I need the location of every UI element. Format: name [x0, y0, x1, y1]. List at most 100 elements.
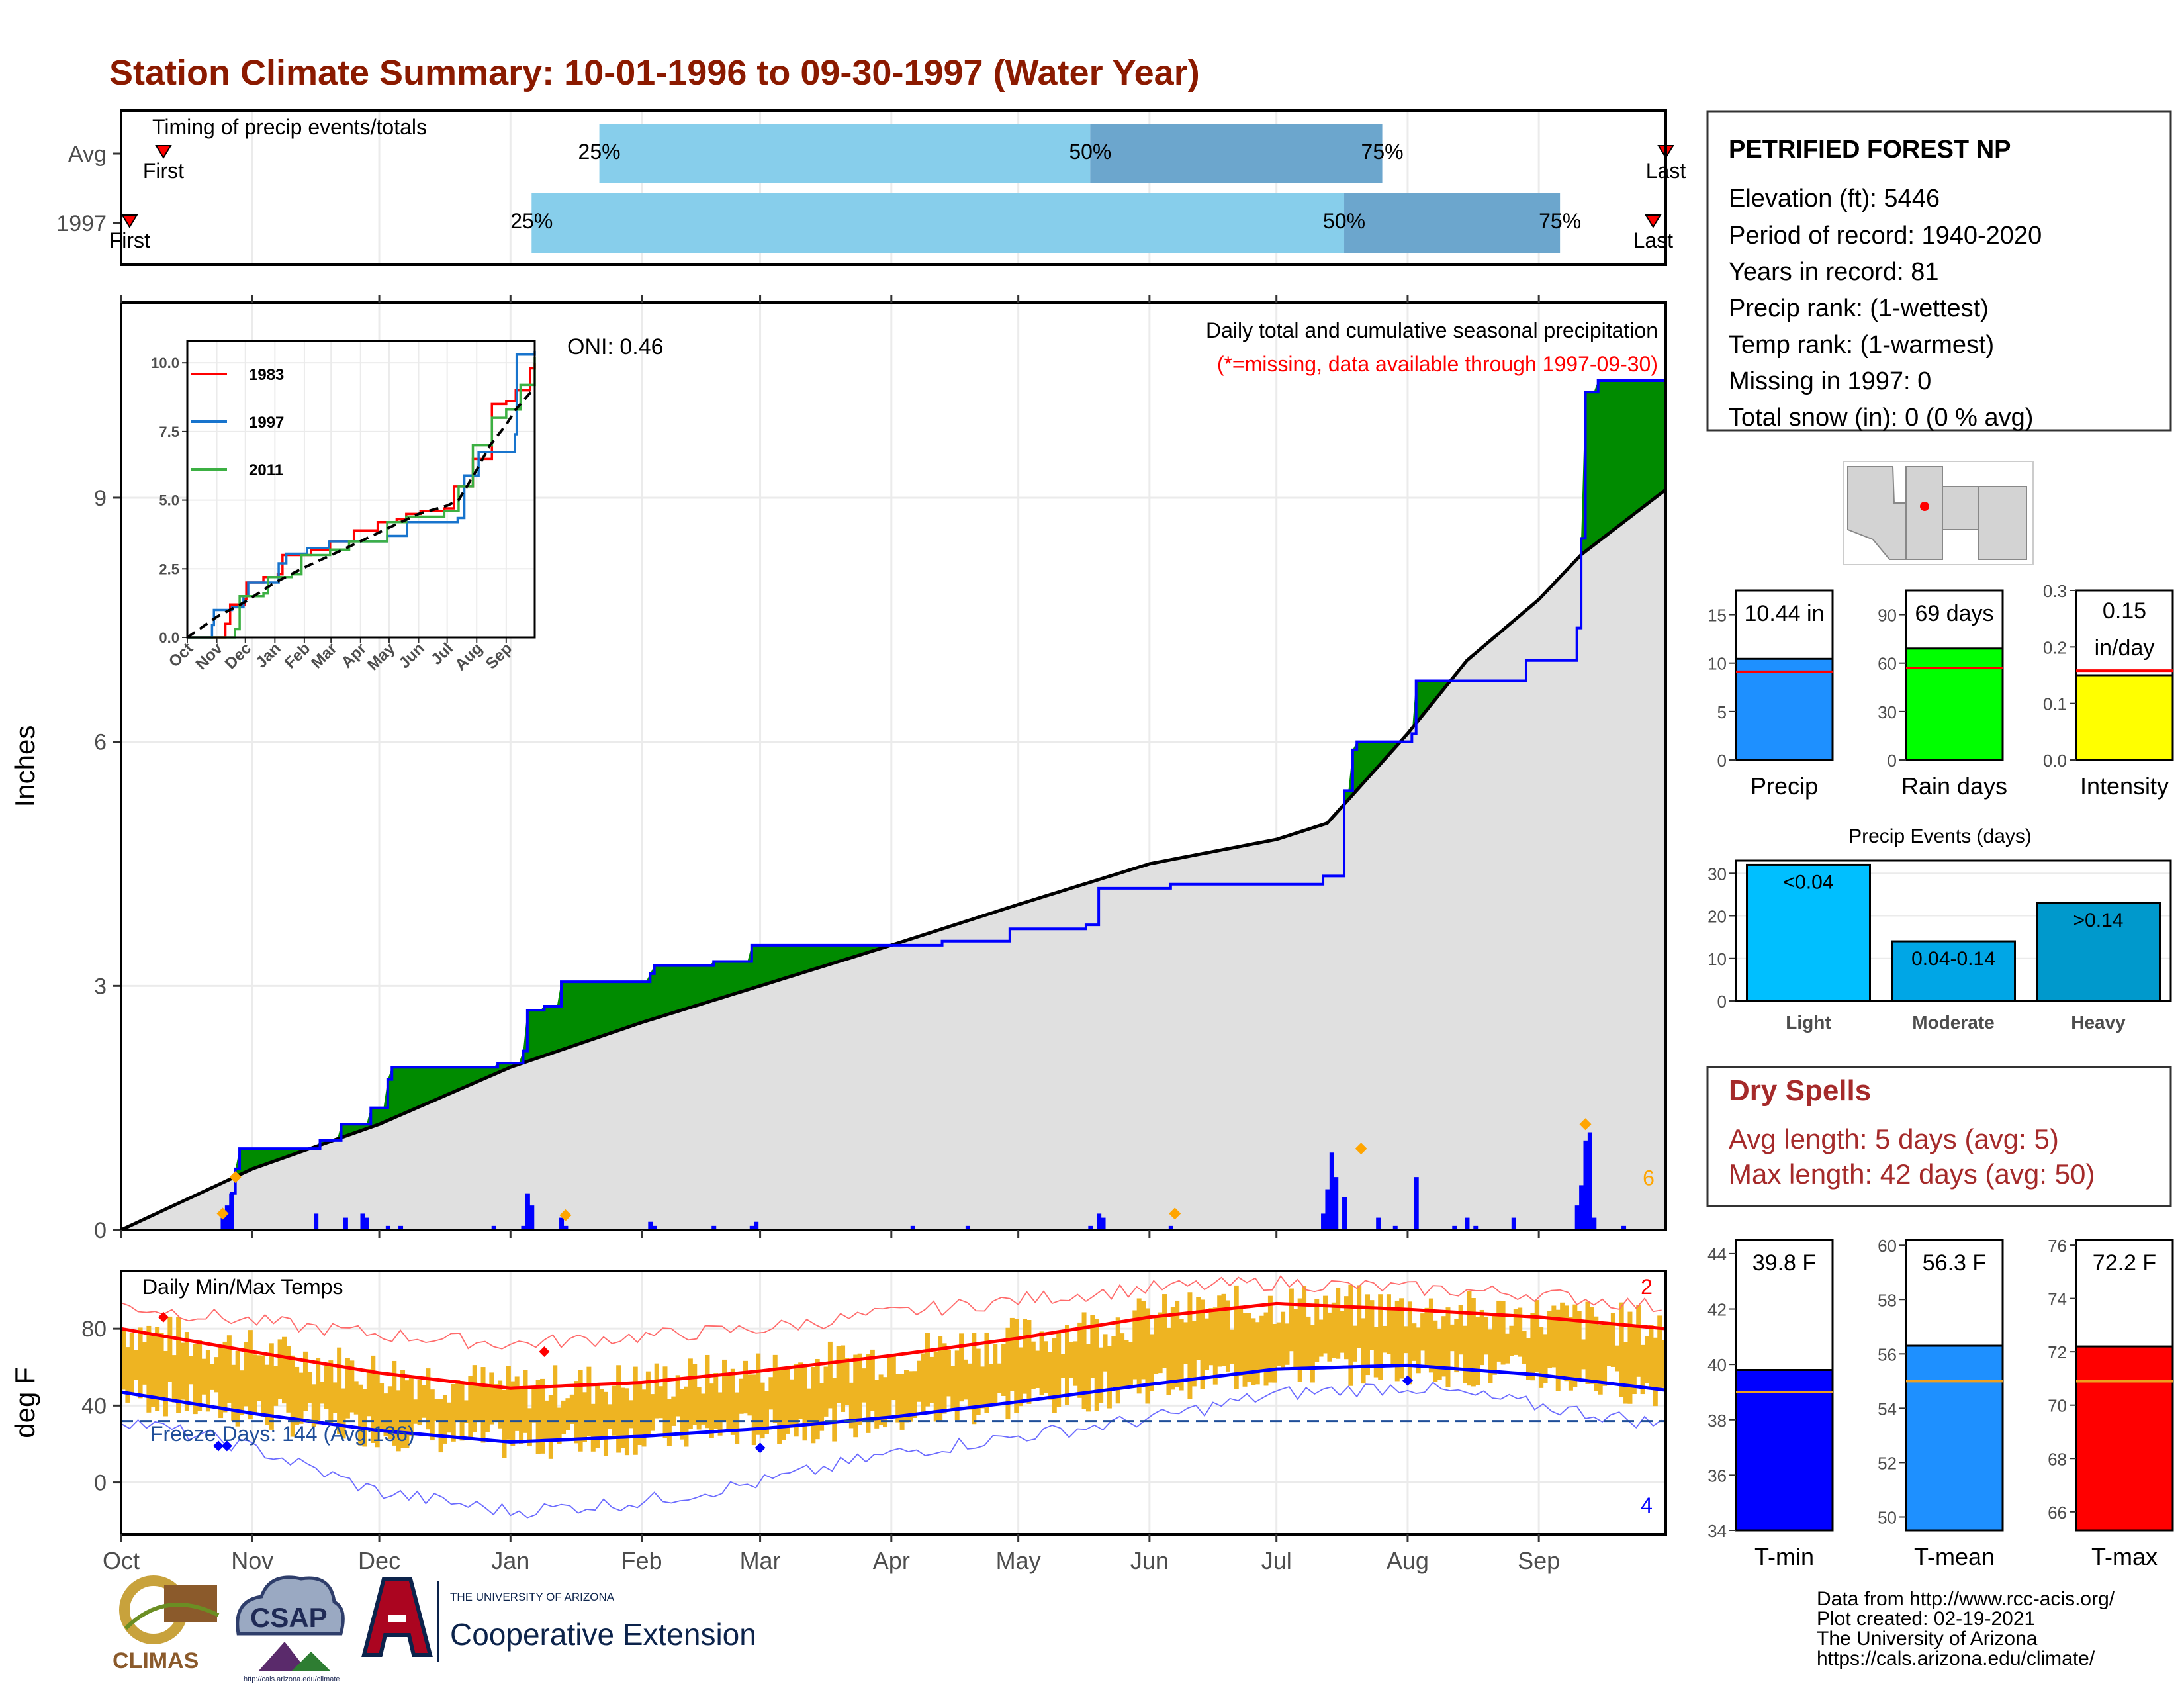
daily-temp-range-bar — [1378, 1294, 1383, 1380]
daily-temp-range-bar — [1009, 1317, 1015, 1391]
locator-map — [1843, 461, 2034, 565]
daily-temp-range-bar — [811, 1366, 816, 1444]
daily-temp-range-bar — [972, 1333, 977, 1425]
daily-temp-range-bar — [320, 1382, 325, 1404]
daily-precip-bar — [1321, 1213, 1326, 1230]
daily-temp-range-bar — [218, 1347, 224, 1419]
daily-temp-range-bar — [205, 1350, 210, 1412]
daily-temp-range-bar — [1141, 1301, 1146, 1380]
summary-category-label: T-min — [1754, 1543, 1814, 1570]
daily-temp-range-bar — [726, 1373, 731, 1430]
daily-temp-range-bar — [1340, 1311, 1345, 1353]
daily-temp-range-bar — [1445, 1307, 1451, 1387]
station-name: PETRIFIED FOREST NP — [1729, 136, 2011, 164]
summary-value-label: in/day — [2095, 635, 2155, 661]
daily-temp-range-bar — [345, 1358, 350, 1419]
daily-precip-bar — [229, 1193, 234, 1230]
daily-temp-range-bar — [806, 1388, 811, 1425]
daily-temp-range-bar — [493, 1384, 498, 1422]
daily-temp-range-bar — [1124, 1340, 1129, 1388]
daily-temp-range-bar — [739, 1378, 744, 1414]
daily-precip-bar — [749, 1225, 754, 1230]
daily-temp-range-bar — [853, 1354, 858, 1438]
month-label: Feb — [621, 1547, 662, 1574]
daily-temp-range-bar — [1085, 1344, 1091, 1412]
month-label: Sep — [1518, 1547, 1560, 1574]
daily-temp-range-bar — [1145, 1308, 1150, 1404]
month-label: Oct — [103, 1547, 140, 1574]
temp-y-axis-label: deg F — [9, 1367, 40, 1438]
daily-temp-range-bar — [1649, 1325, 1654, 1389]
precip-y-tick-label: 9 — [94, 486, 107, 511]
daily-temp-range-bar — [1631, 1327, 1637, 1394]
daily-temp-range-bar — [362, 1389, 367, 1447]
daily-temp-range-bar — [1263, 1312, 1269, 1386]
daily-temp-range-bar — [1505, 1333, 1510, 1364]
summary-value-label: 39.8 F — [1752, 1250, 1816, 1276]
daily-temp-range-bar — [1212, 1307, 1218, 1385]
daily-temp-range-bar — [337, 1347, 342, 1434]
daily-precip-bar — [224, 1205, 230, 1230]
station-line: Elevation (ft): 5446 — [1729, 185, 1940, 212]
daily-temp-range-bar — [1407, 1301, 1412, 1385]
daily-temp-range-bar — [645, 1371, 651, 1436]
daily-temp-range-bar — [1560, 1302, 1565, 1378]
timing-bar-early — [531, 193, 1345, 253]
daily-temp-range-bar — [447, 1402, 452, 1433]
events-border — [1735, 859, 2172, 1002]
daily-temp-range-bar — [277, 1339, 283, 1399]
daily-temp-range-bar — [197, 1340, 203, 1411]
daily-temp-range-bar — [180, 1342, 185, 1400]
daily-temp-range-bar — [586, 1366, 592, 1436]
daily-temp-range-bar — [1463, 1325, 1468, 1383]
summary-y-tick-label: 54 — [1878, 1399, 1897, 1419]
daily-temp-range-bar — [1289, 1288, 1294, 1352]
daily-temp-range-bar — [1555, 1309, 1561, 1391]
station-line: Years in record: 81 — [1729, 258, 1939, 286]
daily-temp-range-bar — [692, 1364, 698, 1425]
precip-panel-title: Daily total and cumulative seasonal prec… — [1206, 318, 1658, 342]
daily-temp-range-bar — [1018, 1347, 1023, 1407]
summary-value-label: 10.44 in — [1745, 601, 1825, 626]
precip-departure-fill — [1576, 380, 1666, 628]
daily-temp-range-bar — [210, 1364, 215, 1390]
daily-temp-range-bar — [903, 1370, 909, 1423]
daily-temp-range-bar — [510, 1381, 516, 1446]
last-event-marker — [1645, 214, 1662, 228]
credit-line: Data from http://www.rcc-acis.org/ — [1817, 1588, 2115, 1610]
inset-cumulative-panel: 0.02.55.07.510.0OctNovDecJanFebMarAprMay… — [151, 340, 536, 674]
temp-y-tick-label: 40 — [81, 1393, 107, 1419]
ua-small-text: THE UNIVERSITY OF ARIZONA — [450, 1591, 615, 1603]
daily-precip-bar — [1574, 1205, 1580, 1230]
daily-temp-range-bar — [950, 1366, 956, 1411]
daily-temp-range-bar — [832, 1378, 837, 1442]
quartile-label: 25% — [510, 209, 553, 233]
summary-y-tick-label: 68 — [2048, 1449, 2067, 1469]
daily-temp-range-bar — [899, 1374, 905, 1430]
daily-temp-range-bar — [993, 1344, 998, 1403]
daily-temp-range-bar — [1530, 1313, 1535, 1381]
climas-logo: CLIMAS — [113, 1575, 220, 1673]
daily-temp-range-bar — [307, 1372, 312, 1403]
daily-temp-range-bar — [785, 1368, 790, 1434]
daily-temp-range-bar — [400, 1370, 406, 1448]
daily-temp-range-bar — [616, 1365, 621, 1453]
daily-temp-range-bar — [1175, 1300, 1180, 1387]
daily-temp-range-bar — [1238, 1309, 1244, 1376]
daily-temp-range-bar — [578, 1370, 583, 1452]
daily-temp-range-bar — [290, 1355, 295, 1437]
daily-temp-range-bar — [1285, 1323, 1290, 1365]
events-y-tick-label: 20 — [1707, 907, 1727, 927]
precip-event-category: Light — [1786, 1012, 1831, 1033]
heavy-event-marker — [1169, 1207, 1181, 1220]
daily-precip-bar — [652, 1225, 657, 1230]
daily-temp-range-bar — [1081, 1312, 1087, 1409]
daily-temp-range-bar — [316, 1358, 321, 1425]
daily-temp-range-bar — [146, 1325, 152, 1413]
summary-bar — [2075, 1345, 2174, 1532]
daily-temp-range-bar — [451, 1383, 456, 1442]
daily-temp-range-bar — [1412, 1323, 1417, 1361]
credits: Data from http://www.rcc-acis.org/ Plot … — [1817, 1588, 2115, 1669]
daily-temp-range-bar — [1030, 1341, 1036, 1389]
daily-temp-range-bar — [442, 1395, 447, 1444]
